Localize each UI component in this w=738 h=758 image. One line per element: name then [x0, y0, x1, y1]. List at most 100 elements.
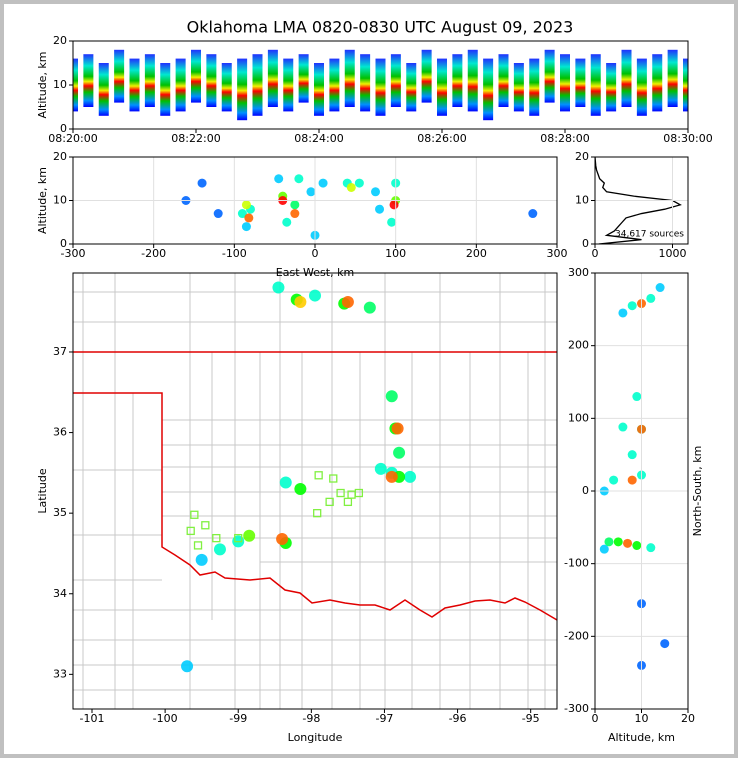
x-tick-label: 200	[466, 247, 487, 260]
source-density	[243, 529, 256, 542]
source-density	[363, 301, 376, 314]
source-density	[276, 532, 289, 545]
x-tick-label: 0	[592, 712, 599, 725]
x-axis-label: Altitude, km	[608, 731, 675, 744]
x-tick-label: 0	[592, 247, 599, 260]
x-tick-label: 08:22:00	[171, 132, 220, 145]
source-density	[354, 178, 364, 188]
axes-frame	[72, 272, 558, 710]
station	[336, 488, 345, 498]
source-streak	[129, 58, 140, 112]
source-streak	[621, 49, 632, 107]
source-density	[627, 475, 637, 485]
source-streak	[206, 54, 217, 107]
source-density	[309, 289, 321, 302]
x-tick-label: 08:20:00	[48, 132, 97, 145]
station	[354, 488, 364, 498]
x-tick-label: 08:28:00	[540, 132, 589, 145]
source-density	[195, 553, 208, 566]
source-density	[623, 538, 633, 548]
source-density	[646, 293, 656, 303]
x-tick-label: 0	[312, 247, 319, 260]
x-tick-label: -100	[153, 712, 178, 725]
source-density	[282, 217, 292, 227]
source-streak	[683, 58, 688, 112]
y-tick-label: -100	[564, 557, 589, 570]
source-streak	[375, 58, 386, 116]
y-tick-label: 33	[53, 667, 67, 680]
x-tick-label: -300	[61, 247, 86, 260]
y-tick-label: 100	[568, 411, 589, 424]
x-tick-label: 08:24:00	[294, 132, 343, 145]
source-streak	[406, 63, 417, 112]
marks	[181, 281, 417, 673]
source-density	[375, 204, 385, 214]
x-tick-label: 1000	[659, 247, 687, 260]
x-tick-label: 08:26:00	[417, 132, 466, 145]
y-tick-label: 20	[53, 34, 67, 47]
station	[212, 533, 221, 543]
x-tick-label: -96	[449, 712, 467, 725]
y-tick-label: 10	[53, 194, 67, 207]
state-border	[73, 392, 557, 621]
x-tick-label: -98	[302, 712, 320, 725]
x-tick-label: -95	[522, 712, 540, 725]
y-tick-label: 10	[53, 78, 67, 91]
source-streak	[314, 63, 324, 116]
source-streak	[98, 63, 109, 116]
station	[190, 510, 199, 519]
annotation: 34,617 sources	[615, 230, 684, 240]
marks	[599, 283, 670, 670]
y-tick-label: 20	[575, 150, 589, 163]
chart-title: Oklahoma LMA 0820-0830 UTC August 09, 20…	[187, 18, 574, 37]
y-tick-label: 0	[582, 237, 589, 250]
source-streak	[483, 58, 494, 121]
source-density	[393, 446, 406, 459]
station	[193, 541, 203, 550]
y-tick-label: 37	[53, 345, 67, 358]
source-streak	[513, 63, 524, 112]
source-density	[294, 174, 304, 184]
x-axis-label: Longitude	[288, 731, 343, 744]
source-density	[660, 639, 670, 649]
source-streak	[344, 49, 355, 107]
source-streak	[329, 58, 340, 112]
x-tick-label: 10	[635, 712, 649, 725]
source-density	[391, 422, 404, 435]
source-streak	[575, 58, 586, 107]
station	[314, 471, 323, 480]
source-streak	[144, 54, 155, 107]
y-axis-label: North-South, km	[691, 446, 704, 537]
source-density	[646, 543, 656, 553]
marks	[73, 49, 688, 121]
axes-frame	[72, 40, 689, 130]
source-density	[181, 660, 194, 673]
source-density	[290, 200, 300, 210]
y-tick-label: -300	[564, 702, 589, 715]
source-density	[341, 296, 354, 309]
source-density	[306, 187, 316, 197]
county-lines	[73, 273, 557, 709]
source-streak	[267, 49, 278, 107]
source-streak	[114, 49, 125, 103]
source-density	[389, 200, 399, 210]
source-density	[213, 543, 226, 556]
y-tick-label: 0	[60, 237, 67, 250]
source-streak	[652, 54, 663, 112]
y-tick-label: 35	[53, 506, 67, 519]
y-tick-label: 300	[568, 266, 589, 279]
source-streak	[390, 54, 401, 107]
x-tick-label: 08:30:00	[663, 132, 712, 145]
source-density	[318, 178, 328, 188]
source-density	[609, 475, 619, 485]
x-tick-label: -200	[141, 247, 166, 260]
source-density	[244, 213, 254, 223]
source-density	[655, 283, 665, 293]
source-streak	[467, 49, 478, 112]
station	[201, 521, 210, 530]
source-density	[241, 222, 251, 232]
source-streak	[452, 54, 463, 107]
station	[186, 526, 195, 536]
source-density	[627, 301, 637, 311]
